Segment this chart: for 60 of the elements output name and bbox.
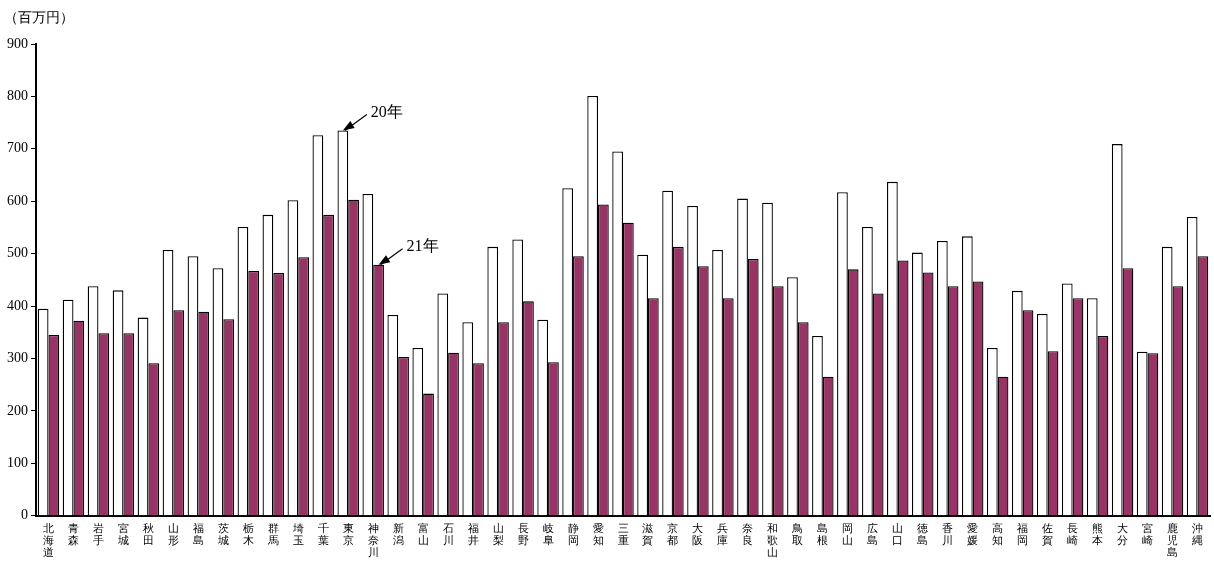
x-tick-label: 富山 [417, 521, 429, 546]
x-tick-label: 新潟 [392, 521, 404, 546]
y-tick-label: 100 [7, 454, 28, 470]
x-tick-label: 佐賀 [1042, 521, 1054, 546]
y-tick-label: 0 [21, 507, 28, 523]
x-tick-label: 栃木 [242, 521, 254, 546]
x-tick-label: 長野 [517, 521, 529, 546]
x-tick-label: 千葉 [317, 521, 329, 546]
x-tick-label: 福岡 [1017, 521, 1029, 546]
y-tick-label: 900 [7, 35, 28, 51]
annotation: 21年 [406, 236, 439, 254]
x-tick-label: 山形 [167, 521, 179, 546]
x-tick-label: 滋賀 [642, 521, 654, 546]
x-tick-label: 神奈川 [367, 521, 379, 558]
x-tick-label: 兵庫 [717, 521, 729, 546]
x-tick-label: 宮城 [116, 521, 129, 546]
y-tick-label: 200 [7, 402, 28, 418]
x-tick-label: 島根 [817, 521, 829, 546]
x-tick-label: 秋田 [142, 521, 154, 546]
x-tick-label: 群馬 [266, 521, 279, 546]
y-tick-label: 500 [7, 245, 28, 261]
x-tick-label: 東京 [342, 521, 354, 546]
x-tick-label: 鳥取 [791, 521, 804, 546]
x-tick-label: 岐阜 [542, 521, 554, 546]
x-tick-label: 広島 [867, 521, 879, 546]
x-tick-label: 茨城 [216, 521, 229, 546]
x-tick-label: 静岡 [567, 521, 579, 546]
x-tick-label: 石川 [442, 521, 454, 546]
x-tick-label: 福島 [192, 521, 204, 546]
x-tick-label: 愛媛 [967, 521, 979, 546]
x-tick-label: 香川 [942, 521, 954, 546]
x-tick-label: 奈良 [742, 521, 754, 546]
y-axis-title: （百万円） [4, 9, 74, 25]
x-tick-label: 大阪 [692, 521, 704, 546]
x-tick-label: 長崎 [1067, 521, 1079, 546]
x-tick-label: 熊本 [1092, 521, 1104, 546]
x-tick-label: 徳島 [917, 521, 929, 546]
x-tick-label: 北海道 [42, 521, 54, 558]
x-tick-label: 福井 [467, 521, 479, 546]
y-tick-label: 600 [7, 192, 28, 208]
x-tick-label: 青森 [67, 521, 79, 546]
x-tick-label: 岡山 [842, 521, 854, 546]
x-tick-label: 宮崎 [1142, 521, 1154, 546]
y-tick-label: 800 [7, 88, 28, 104]
x-tick-label: 大分 [1117, 521, 1129, 546]
x-tick-label: 山梨 [492, 521, 504, 546]
y-tick-label: 700 [7, 140, 28, 156]
x-tick-label: 京都 [667, 521, 679, 546]
x-tick-label: 岩手 [92, 521, 104, 546]
x-tick-label: 三重 [617, 521, 629, 546]
x-tick-label: 高知 [992, 521, 1004, 546]
x-tick-label: 和歌山 [767, 521, 779, 558]
x-tick-label: 沖縄 [1191, 521, 1204, 546]
x-tick-label: 鹿児島 [1167, 521, 1179, 558]
x-tick-label: 愛知 [592, 521, 604, 546]
annotation: 20年 [370, 102, 403, 120]
y-tick-label: 400 [7, 297, 28, 313]
x-tick-label: 埼玉 [291, 521, 304, 546]
y-tick-label: 300 [7, 350, 28, 366]
x-tick-label: 山口 [892, 521, 904, 546]
